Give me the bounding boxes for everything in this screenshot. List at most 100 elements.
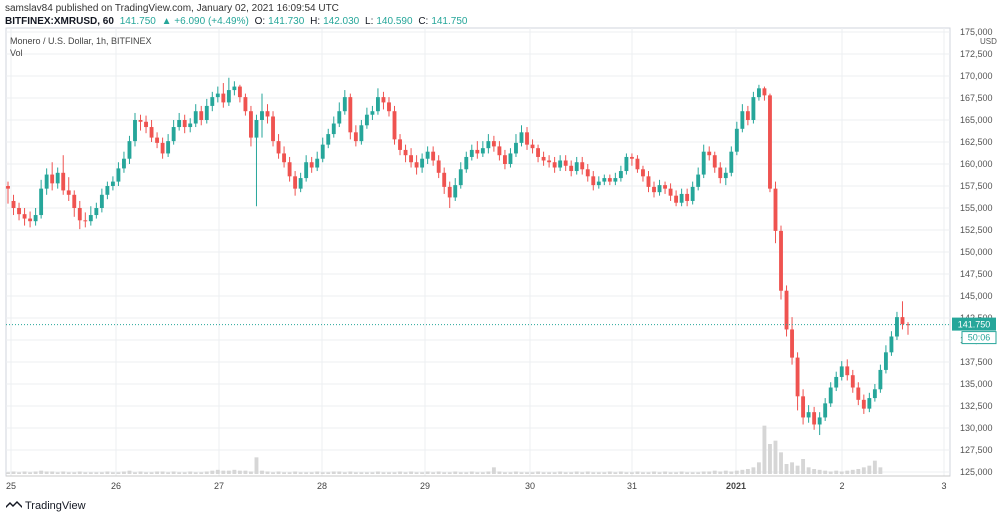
volume-bar — [580, 472, 585, 474]
candle-body — [133, 120, 137, 142]
volume-bar — [226, 470, 231, 474]
volume-bar — [72, 472, 77, 474]
y-tick-label: 167,500 — [960, 93, 993, 103]
candle-body — [712, 155, 717, 168]
candle-body — [635, 158, 640, 170]
y-tick-label: 145,000 — [960, 291, 993, 301]
candle-body — [436, 160, 441, 173]
candle-body — [409, 155, 413, 163]
volume-bar — [342, 472, 347, 474]
candle-body — [265, 111, 270, 117]
volume-bar — [11, 471, 16, 474]
y-tick-label: 175,000 — [960, 27, 993, 37]
candle-body — [618, 171, 623, 179]
candle-body — [883, 352, 888, 370]
volume-bar — [872, 460, 877, 474]
candle-body — [420, 158, 425, 168]
candle-body — [171, 127, 176, 142]
volume-bar — [331, 471, 336, 474]
candle-body — [44, 174, 49, 189]
candle-body — [629, 156, 634, 159]
volume-bar — [558, 471, 563, 474]
y-tick-label: 137,500 — [960, 357, 993, 367]
candle-body — [779, 230, 783, 291]
candle-body — [232, 86, 237, 91]
candle-body — [872, 389, 877, 399]
volume-bar — [28, 472, 33, 474]
low-value: 140.590 — [376, 16, 413, 27]
volume-bar — [503, 472, 507, 474]
y-tick-label: 147,500 — [960, 269, 993, 279]
volume-bar — [177, 472, 182, 474]
volume-bar — [734, 470, 739, 474]
volume-bar — [674, 472, 679, 474]
candle-body — [563, 160, 568, 166]
volume-bar — [353, 472, 358, 474]
candle-body — [11, 200, 16, 208]
candle-body — [508, 153, 513, 164]
volume-bar — [585, 471, 590, 474]
candle-body — [525, 132, 529, 145]
candle-body — [116, 168, 121, 182]
candle-body — [353, 132, 358, 142]
volume-bar — [204, 471, 209, 474]
volume-bar — [447, 472, 452, 474]
candle-body — [182, 120, 187, 128]
candle-body — [856, 387, 861, 400]
candle-body — [431, 151, 436, 161]
y-tick-label: 172,500 — [960, 49, 993, 59]
y-tick-label: 132,500 — [960, 401, 993, 411]
candle-body — [226, 90, 231, 103]
volume-bar — [370, 472, 375, 474]
volume-bar — [420, 472, 425, 474]
candle-body — [718, 167, 723, 179]
candle-body — [690, 186, 695, 201]
volume-bar — [828, 471, 833, 474]
volume-bar — [282, 472, 287, 474]
tradingview-logo[interactable]: TradingView — [6, 500, 86, 512]
candle-body — [723, 172, 728, 179]
volume-bar — [61, 471, 66, 474]
x-tick-label: 2021 — [726, 481, 746, 491]
pane-title: Monero / U.S. Dollar, 1h, BITFINEX — [10, 36, 152, 46]
volume-bar — [193, 472, 198, 474]
candle-body — [28, 218, 33, 222]
volume-bar — [657, 472, 662, 474]
candle-body — [188, 123, 193, 128]
volume-bar — [740, 469, 745, 474]
volume-bar — [6, 472, 10, 474]
candle-body — [790, 329, 794, 358]
volume-bar — [541, 472, 546, 474]
candle-body — [370, 111, 375, 115]
volume-bar — [425, 471, 430, 474]
volume-bar — [547, 472, 552, 474]
volume-bar — [210, 470, 215, 474]
candle-body — [845, 366, 850, 376]
candle-body — [607, 178, 612, 182]
candle-body — [331, 123, 336, 135]
volume-bar — [867, 465, 872, 474]
candle-body — [282, 153, 287, 163]
y-tick-label: 125,000 — [960, 467, 993, 477]
candle-body — [392, 111, 397, 140]
volume-bar — [66, 472, 71, 474]
candle-body — [906, 324, 910, 326]
volume-bar — [834, 470, 839, 474]
volume-bar — [392, 472, 397, 474]
volume-bar — [215, 469, 220, 474]
volume-bar — [138, 471, 143, 474]
volume-bar — [856, 469, 861, 474]
volume-bar — [221, 470, 226, 474]
candle-body — [127, 141, 132, 159]
candle-body — [574, 162, 579, 172]
volume-bar — [453, 471, 458, 474]
candle-body — [337, 111, 342, 124]
volume-bar — [801, 459, 806, 474]
candle-body — [237, 86, 242, 98]
volume-bar — [475, 472, 480, 474]
candle-body — [50, 174, 55, 184]
x-tick-label: 3 — [941, 481, 946, 491]
candle-body — [105, 186, 110, 195]
symbol-label[interactable]: BITFINEX:XMRUSD, 60 — [5, 16, 114, 27]
